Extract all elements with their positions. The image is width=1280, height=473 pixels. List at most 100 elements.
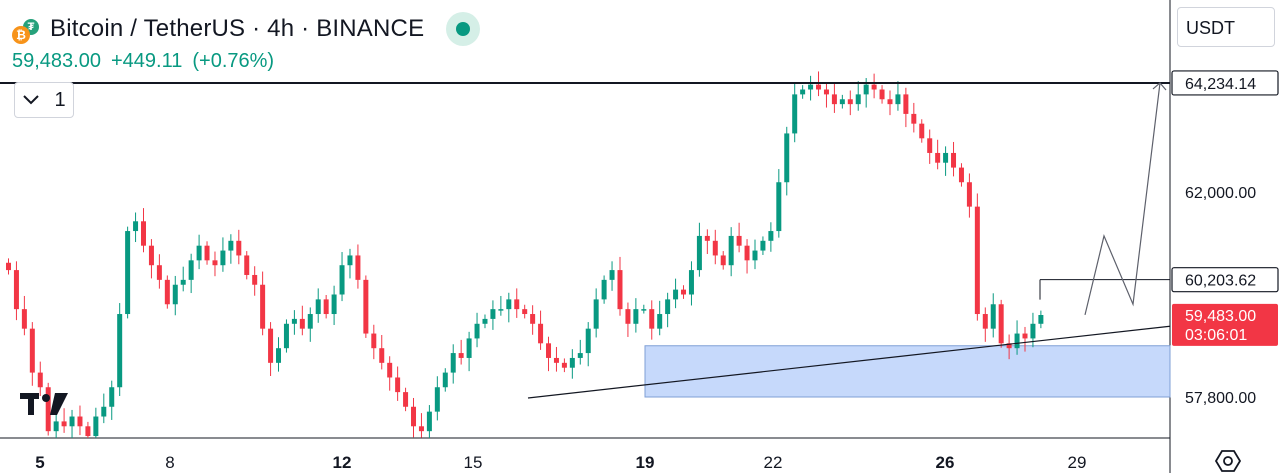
candle-body: [720, 255, 726, 266]
candle-body: [228, 240, 234, 251]
candle-body: [69, 416, 75, 427]
candle-body: [29, 328, 35, 373]
candle-body: [1022, 333, 1028, 339]
candle-body: [411, 406, 417, 427]
candle-body: [649, 309, 655, 329]
settings-icon[interactable]: [1214, 449, 1242, 473]
candle-body: [601, 279, 607, 300]
candle-body: [927, 138, 933, 153]
candle-body: [744, 245, 750, 261]
candle-body: [887, 99, 893, 105]
price-quote: 59,483.00 +449.11 (+0.76%): [12, 50, 284, 73]
live-dot-icon: [446, 12, 481, 46]
candle-body: [879, 89, 885, 100]
candle-body: [665, 299, 671, 315]
candle-body: [816, 84, 822, 90]
candle-body: [188, 260, 194, 280]
candle-body: [641, 309, 647, 311]
candle-body: [236, 240, 242, 256]
candle-body: [117, 314, 123, 388]
candle-body: [276, 348, 282, 363]
last-price-tag: [1172, 303, 1278, 346]
candle-body: [688, 270, 694, 295]
candle-body: [323, 299, 329, 315]
candle-body: [530, 314, 536, 324]
candle-body: [45, 387, 51, 432]
candle-body: [93, 416, 99, 437]
candle-body: [696, 235, 702, 271]
candle-body: [808, 84, 814, 90]
candle-body: [704, 235, 710, 241]
candle-body: [998, 304, 1004, 344]
tv-logo-mark: [28, 393, 34, 415]
level-price-label: 60,203.62: [1185, 273, 1256, 290]
candle-body: [736, 235, 742, 246]
price-change: +449.11: [110, 50, 183, 72]
symbol-title[interactable]: Bitcoin / TetherUS · 4h · BINANCE: [50, 15, 425, 42]
candle-body: [307, 314, 313, 329]
candle-body: [633, 309, 639, 324]
candle-body: [935, 152, 941, 163]
candle-body: [593, 299, 599, 329]
candle-body: [13, 270, 19, 310]
candle-body: [347, 255, 353, 266]
y-tick-label: 62,000.00: [1185, 185, 1256, 202]
x-tick-label: 26: [936, 453, 955, 472]
y-tick-label: 57,800.00: [1185, 390, 1256, 407]
candle-body: [617, 270, 623, 310]
candle-body: [903, 94, 909, 114]
chevron-down-icon: [23, 95, 40, 105]
candle-body: [204, 245, 210, 261]
support-trendline: [527, 325, 1171, 399]
candle-body: [220, 250, 226, 266]
candle-body: [1006, 343, 1012, 349]
countdown-label: 03:06:01: [1185, 327, 1247, 344]
candle-body: [466, 338, 472, 358]
candle-body: [625, 309, 631, 324]
candle-body: [863, 84, 869, 95]
candle-body: [1030, 323, 1036, 339]
candle-body: [974, 206, 980, 315]
symbol-icon: ₮ ₿: [12, 14, 42, 44]
candle-body: [553, 357, 559, 363]
candle-body: [847, 99, 853, 105]
candle-body: [514, 299, 520, 310]
candle-body: [474, 323, 480, 339]
candle-body: [180, 279, 186, 285]
last-price-label: 59,483.00: [1185, 308, 1256, 325]
candle-body: [53, 421, 59, 432]
candle-body: [125, 231, 131, 315]
candle-body: [355, 255, 361, 280]
price-change-percent: (+0.76%): [192, 50, 275, 72]
candle-body: [148, 245, 154, 266]
x-tick-label: 12: [333, 453, 352, 472]
candle-body: [831, 94, 837, 105]
candle-body: [712, 240, 718, 256]
candle-body: [339, 265, 345, 295]
candle-body: [768, 231, 774, 241]
candle-body: [6, 262, 11, 271]
candle-body: [212, 260, 218, 266]
last-price: 59,483.00: [12, 50, 101, 72]
candle-body: [958, 167, 964, 183]
currency-selector[interactable]: USDT: [1177, 7, 1275, 47]
candle-body: [871, 84, 877, 90]
candle-body: [403, 392, 409, 407]
candle-body: [760, 240, 766, 251]
candle-body: [839, 99, 845, 105]
candle-body: [244, 255, 250, 275]
level-price-tag: [1171, 70, 1279, 96]
x-tick-label: 19: [636, 453, 655, 472]
collapse-indicators-button[interactable]: 1: [14, 82, 74, 118]
candle-body: [522, 309, 528, 315]
candle-body: [418, 426, 424, 432]
candle-body: [434, 387, 440, 412]
candle-body: [728, 235, 734, 266]
candle-body: [85, 426, 91, 437]
level-price-label: 64,234.14: [1185, 76, 1256, 93]
candle-body: [561, 362, 567, 368]
candle-body: [172, 284, 178, 305]
candle-body: [268, 328, 274, 363]
tv-logo-mark: [50, 393, 68, 415]
